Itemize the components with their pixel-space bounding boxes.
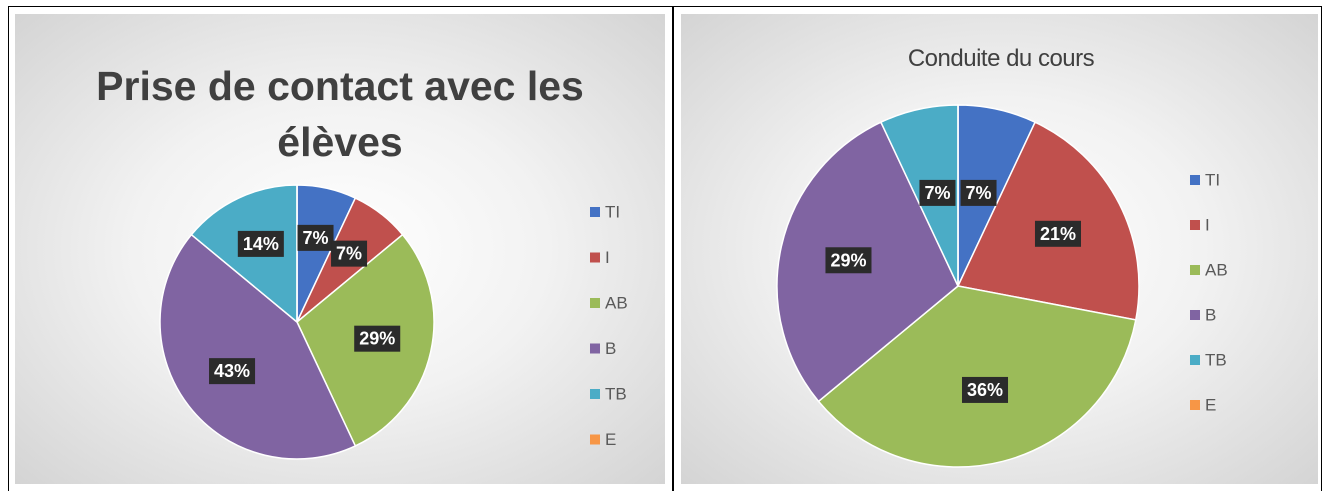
chart-svg: 7% 7% 29% 43% 14% TI I AB B TB E xyxy=(159,184,628,460)
data-label: 29% xyxy=(830,250,866,270)
data-label-box xyxy=(961,376,1009,403)
table-cell xyxy=(672,6,1322,491)
data-label: 7% xyxy=(924,183,950,203)
legend-label: TB xyxy=(1205,350,1227,369)
legend-label: I xyxy=(605,248,610,267)
data-label-box xyxy=(331,240,368,267)
legend-label: I xyxy=(1205,215,1210,234)
legend-label: B xyxy=(605,339,616,358)
legend-label: B xyxy=(1205,305,1216,324)
legend-swatch xyxy=(1190,400,1200,410)
legend-swatch xyxy=(590,434,600,445)
data-label-box xyxy=(354,325,401,352)
data-label: 29% xyxy=(359,329,395,349)
data-label-box xyxy=(919,179,956,206)
data-label: 36% xyxy=(967,380,1003,400)
chart-title: Conduite du cours xyxy=(907,45,1095,72)
data-label-box xyxy=(825,247,872,274)
legend-label: AB xyxy=(605,293,628,312)
legend-label: TB xyxy=(605,384,627,403)
legend-swatch xyxy=(1190,220,1200,230)
legend-label: E xyxy=(605,430,616,449)
data-label-box xyxy=(960,179,997,206)
pie-slice xyxy=(817,285,1137,468)
data-label: 43% xyxy=(214,361,250,381)
table-cell xyxy=(8,6,674,491)
data-label: 7% xyxy=(303,228,329,248)
legend-swatch xyxy=(590,207,600,217)
data-label-box xyxy=(237,230,284,257)
chart-title: Prise de contact avec les élèves xyxy=(96,63,584,165)
chart: 7% 21% 36% 29% 7% TI I AB B TB E Conduite du cours xyxy=(681,14,1318,484)
data-label-box xyxy=(297,224,334,251)
pie-slice xyxy=(159,233,357,460)
legend-swatch xyxy=(1190,175,1200,185)
data-label: 7% xyxy=(336,244,362,264)
data-label-box xyxy=(209,358,256,385)
legend-swatch xyxy=(1190,355,1200,365)
chart: 7% 7% 29% 43% 14% TI I AB B TB E Prise de contact … xyxy=(15,14,665,484)
legend-label: AB xyxy=(1205,260,1228,279)
data-label-box xyxy=(1034,220,1082,247)
chart-svg: 7% 21% 36% 29% 7% TI I AB B TB E xyxy=(776,104,1228,468)
legend-swatch xyxy=(1190,310,1200,320)
legend-label: TI xyxy=(1205,170,1220,189)
legend-swatch xyxy=(1190,265,1200,275)
legend-swatch xyxy=(590,389,600,399)
data-label: 7% xyxy=(966,183,992,203)
data-label: 21% xyxy=(1040,224,1076,244)
legend-label: TI xyxy=(605,202,620,221)
data-label: 14% xyxy=(243,234,279,254)
legend-swatch xyxy=(590,298,600,308)
legend-swatch xyxy=(590,343,600,354)
legend-swatch xyxy=(590,252,600,263)
legend-label: E xyxy=(1205,395,1216,414)
